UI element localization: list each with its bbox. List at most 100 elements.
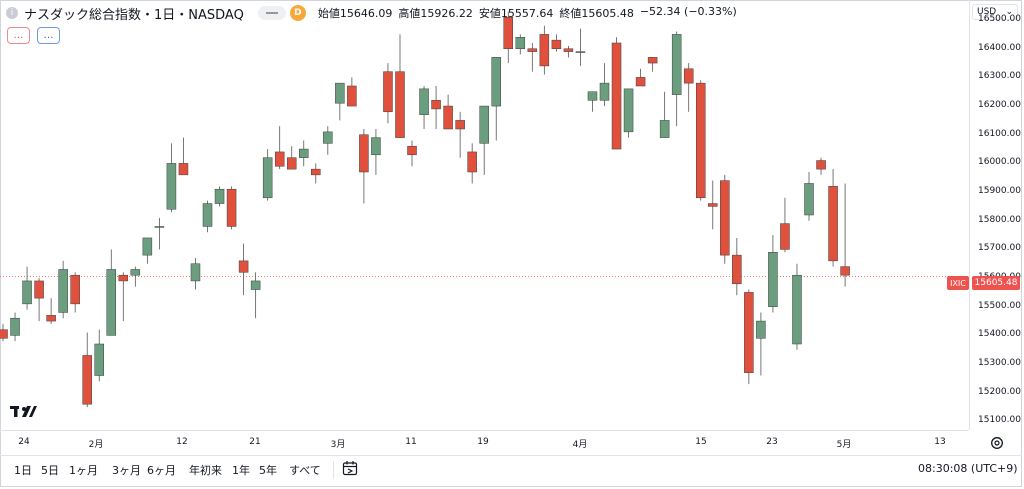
candle[interactable] [539, 25, 550, 75]
candle[interactable] [395, 34, 405, 138]
candle[interactable] [491, 57, 501, 141]
candle[interactable] [455, 111, 465, 158]
data-status-badge[interactable]: D [289, 5, 306, 21]
candle[interactable] [503, 11, 514, 64]
candle[interactable] [10, 312, 20, 342]
candle[interactable] [106, 249, 117, 336]
range-button[interactable]: 5日 [41, 464, 59, 477]
candle[interactable] [262, 149, 273, 201]
candle[interactable] [792, 263, 802, 350]
candle-body [804, 183, 814, 216]
candle[interactable] [575, 28, 586, 66]
candle[interactable] [756, 312, 766, 376]
candle[interactable] [299, 140, 309, 167]
range-button[interactable]: 1日 [14, 464, 32, 477]
calendar-range-icon[interactable] [342, 460, 358, 476]
candle[interactable] [154, 217, 165, 250]
candle[interactable] [335, 82, 345, 121]
settings-gear-icon[interactable] [990, 436, 1004, 450]
candle[interactable] [371, 129, 381, 175]
candle[interactable] [142, 237, 153, 264]
candle[interactable] [720, 174, 730, 264]
candle[interactable] [383, 63, 393, 124]
candle[interactable] [804, 172, 814, 221]
candlestick-chart[interactable] [0, 0, 969, 430]
candle[interactable] [828, 169, 838, 267]
candle[interactable] [587, 91, 598, 112]
candle[interactable] [708, 180, 718, 230]
info-icon[interactable]: i [6, 7, 18, 19]
candle[interactable] [347, 77, 357, 107]
range-button[interactable]: 年初来 [189, 464, 222, 477]
candle[interactable] [623, 88, 634, 138]
indicator-button-1[interactable]: … [7, 27, 30, 44]
candle[interactable] [46, 298, 56, 324]
candle[interactable] [611, 37, 622, 150]
tradingview-logo-icon[interactable] [10, 404, 38, 420]
candle[interactable] [695, 80, 706, 201]
candle[interactable] [671, 31, 682, 127]
time-axis[interactable] [0, 430, 969, 456]
candle[interactable] [840, 183, 850, 287]
candle[interactable] [467, 143, 477, 184]
candle[interactable] [659, 91, 670, 138]
candle[interactable] [250, 272, 261, 319]
candle-body [732, 254, 742, 285]
candle[interactable] [647, 57, 658, 72]
range-button[interactable]: 1年 [232, 464, 250, 477]
candle[interactable] [274, 126, 285, 170]
candle[interactable] [780, 197, 790, 253]
time-tick-label: 12 [176, 437, 188, 447]
candle[interactable] [214, 186, 225, 207]
candle-body [527, 48, 538, 52]
candle[interactable] [130, 266, 141, 287]
candle[interactable] [34, 278, 44, 322]
timezone-clock[interactable]: 08:30:08 (UTC+9) [918, 462, 1018, 475]
candle[interactable] [0, 323, 8, 342]
range-button[interactable]: 1ヶ月 [69, 464, 98, 477]
range-button[interactable]: 3ヶ月 [112, 464, 141, 477]
candle[interactable] [226, 186, 237, 230]
candle[interactable] [479, 105, 489, 175]
candle[interactable] [202, 200, 213, 233]
candle[interactable] [82, 332, 92, 408]
candle[interactable] [166, 143, 177, 213]
candle[interactable] [286, 146, 297, 170]
candle[interactable] [599, 63, 610, 107]
candle[interactable] [70, 272, 80, 313]
range-button[interactable]: すべて [289, 464, 321, 477]
candle[interactable] [635, 68, 646, 87]
candle[interactable] [323, 126, 333, 155]
visibility-toggle-icon[interactable] [257, 6, 286, 20]
candle[interactable] [515, 34, 526, 55]
price-axis[interactable] [969, 0, 1023, 430]
candle[interactable] [431, 86, 441, 129]
candle[interactable] [359, 129, 369, 204]
indicator-button-2[interactable]: … [37, 27, 60, 44]
currency-button[interactable]: USD ⌄ [972, 4, 1018, 20]
candle[interactable] [419, 86, 429, 129]
candle[interactable] [527, 43, 538, 72]
range-button[interactable]: 5年 [259, 464, 277, 477]
candle[interactable] [768, 235, 778, 313]
candle[interactable] [551, 34, 562, 52]
candle[interactable] [178, 137, 189, 176]
candle[interactable] [443, 94, 453, 130]
candle[interactable] [58, 260, 68, 319]
candle[interactable] [190, 258, 201, 290]
candle[interactable] [816, 157, 826, 175]
candle[interactable] [732, 237, 742, 296]
range-button[interactable]: 6ヶ月 [147, 464, 176, 477]
candle-body [539, 34, 550, 67]
candle[interactable] [22, 266, 32, 310]
candle-body [659, 120, 670, 138]
candle[interactable] [683, 63, 694, 112]
candle[interactable] [94, 329, 104, 382]
candle[interactable] [118, 272, 129, 322]
candle[interactable] [563, 45, 574, 58]
candle[interactable] [238, 243, 249, 296]
candle[interactable] [744, 289, 754, 385]
candle[interactable] [311, 163, 321, 184]
symbol-title[interactable]: ナスダック総合指数・1日・NASDAQ [24, 7, 244, 23]
candle[interactable] [407, 140, 417, 167]
